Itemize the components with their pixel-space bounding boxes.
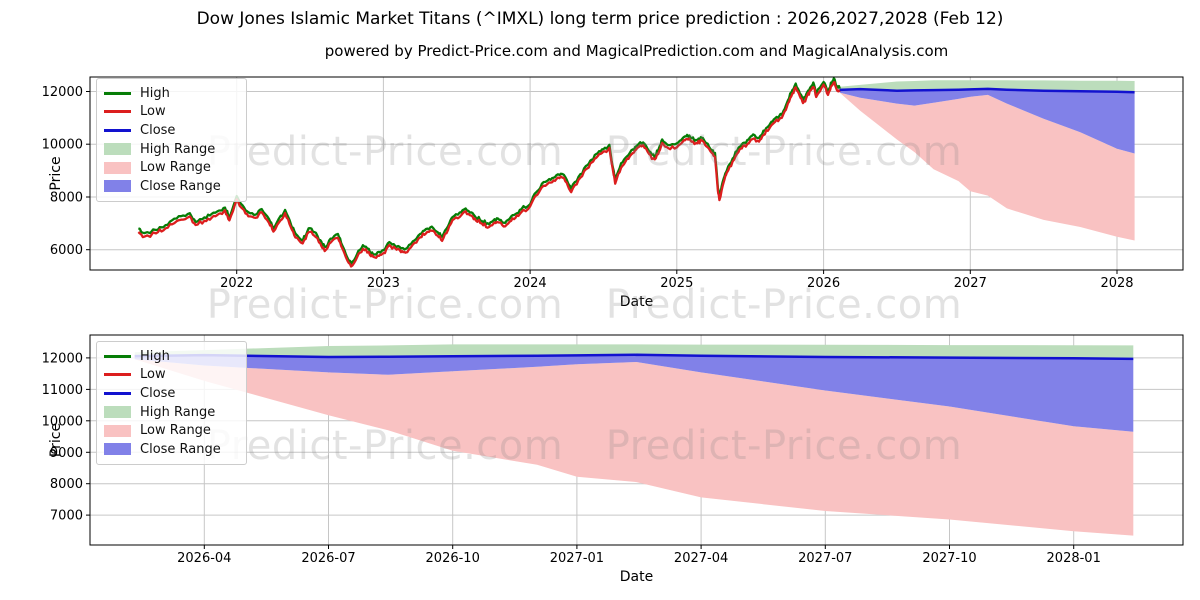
svg-text:2026: 2026: [807, 276, 840, 291]
svg-text:2027-10: 2027-10: [922, 551, 976, 566]
legend-line-swatch: [104, 354, 131, 358]
legend-item-low-range: Low Range: [104, 421, 240, 440]
legend-item-low: Low: [104, 366, 240, 385]
watermark-text: Predict-Price.com: [605, 423, 963, 469]
legend-item-high-range: High Range: [104, 403, 240, 422]
legend-line-swatch: [104, 373, 131, 377]
legend-item-close-range: Close Range: [104, 177, 240, 196]
svg-text:Price: Price: [48, 423, 64, 457]
watermark-text: Predict-Price.com: [605, 282, 963, 328]
legend-patch-swatch: [104, 180, 131, 193]
watermark-text: Predict-Price.com: [206, 423, 564, 469]
svg-text:Date: Date: [620, 569, 653, 585]
legend-item-label: Close Range: [140, 178, 221, 194]
watermark-text: Predict-Price.com: [206, 282, 564, 328]
svg-text:2025: 2025: [660, 276, 693, 291]
legend-item-high: High: [104, 84, 240, 103]
svg-text:12000: 12000: [42, 85, 83, 100]
svg-text:2027-07: 2027-07: [798, 551, 852, 566]
svg-text:2028-01: 2028-01: [1047, 551, 1101, 566]
legend-patch-swatch: [104, 161, 131, 174]
watermark-text: Predict-Price.com: [206, 129, 564, 175]
legend-line-swatch: [104, 110, 131, 114]
legend-item-label: Close: [140, 122, 176, 138]
svg-text:11000: 11000: [42, 383, 83, 398]
svg-text:2027-04: 2027-04: [674, 551, 728, 566]
legend-patch-swatch: [104, 406, 131, 419]
svg-text:2023: 2023: [367, 276, 400, 291]
svg-text:2027-01: 2027-01: [550, 551, 604, 566]
svg-text:6000: 6000: [50, 243, 83, 258]
svg-text:2022: 2022: [220, 276, 253, 291]
legend-item-label: Low: [140, 104, 166, 120]
legend-line-swatch: [104, 91, 131, 95]
legend-item-close: Close: [104, 384, 240, 403]
svg-text:8000: 8000: [50, 477, 83, 492]
legend-item-label: High: [140, 348, 170, 364]
legend-item-label: Close: [140, 385, 176, 401]
svg-text:7000: 7000: [50, 509, 83, 524]
svg-text:2024: 2024: [514, 276, 547, 291]
legend-item-label: Low: [140, 367, 166, 383]
svg-text:Date: Date: [620, 294, 653, 310]
legend-patch-swatch: [104, 443, 131, 456]
svg-text:8000: 8000: [50, 191, 83, 206]
legend-item-label: High Range: [140, 404, 216, 420]
svg-text:9000: 9000: [50, 446, 83, 461]
legend-item-label: High: [140, 85, 170, 101]
page-subtitle: powered by Predict-Price.com and Magical…: [324, 42, 949, 60]
legend-item-label: Low Range: [140, 423, 211, 439]
legend-bottom-chart: High Low Close High Range Low Range Close Ran…: [96, 341, 247, 465]
svg-text:2027: 2027: [954, 276, 987, 291]
legend-item-low: Low: [104, 103, 240, 122]
legend-line-swatch: [104, 128, 131, 132]
svg-text:10000: 10000: [42, 138, 83, 153]
legend-top-chart: High Low Close High Range Low Range Close Ran…: [96, 78, 247, 202]
legend-item-label: High Range: [140, 141, 216, 157]
legend-line-swatch: [104, 391, 131, 395]
svg-text:12000: 12000: [42, 351, 83, 366]
legend-item-label: Close Range: [140, 441, 221, 457]
legend-patch-swatch: [104, 143, 131, 156]
legend-item-high: High: [104, 347, 240, 366]
legend-item-low-range: Low Range: [104, 158, 240, 177]
watermark-text: Predict-Price.com: [605, 129, 963, 175]
svg-text:Price: Price: [48, 156, 64, 190]
legend-item-close: Close: [104, 121, 240, 140]
svg-text:10000: 10000: [42, 414, 83, 429]
svg-text:2026-07: 2026-07: [301, 551, 355, 566]
svg-text:2026-10: 2026-10: [426, 551, 480, 566]
svg-text:2028: 2028: [1100, 276, 1133, 291]
legend-item-close-range: Close Range: [104, 440, 240, 459]
legend-patch-swatch: [104, 424, 131, 437]
page-title: Dow Jones Islamic Market Titans (^IMXL) …: [196, 9, 1004, 29]
svg-text:2026-04: 2026-04: [177, 551, 231, 566]
legend-item-label: Low Range: [140, 160, 211, 176]
legend-item-high-range: High Range: [104, 140, 240, 159]
